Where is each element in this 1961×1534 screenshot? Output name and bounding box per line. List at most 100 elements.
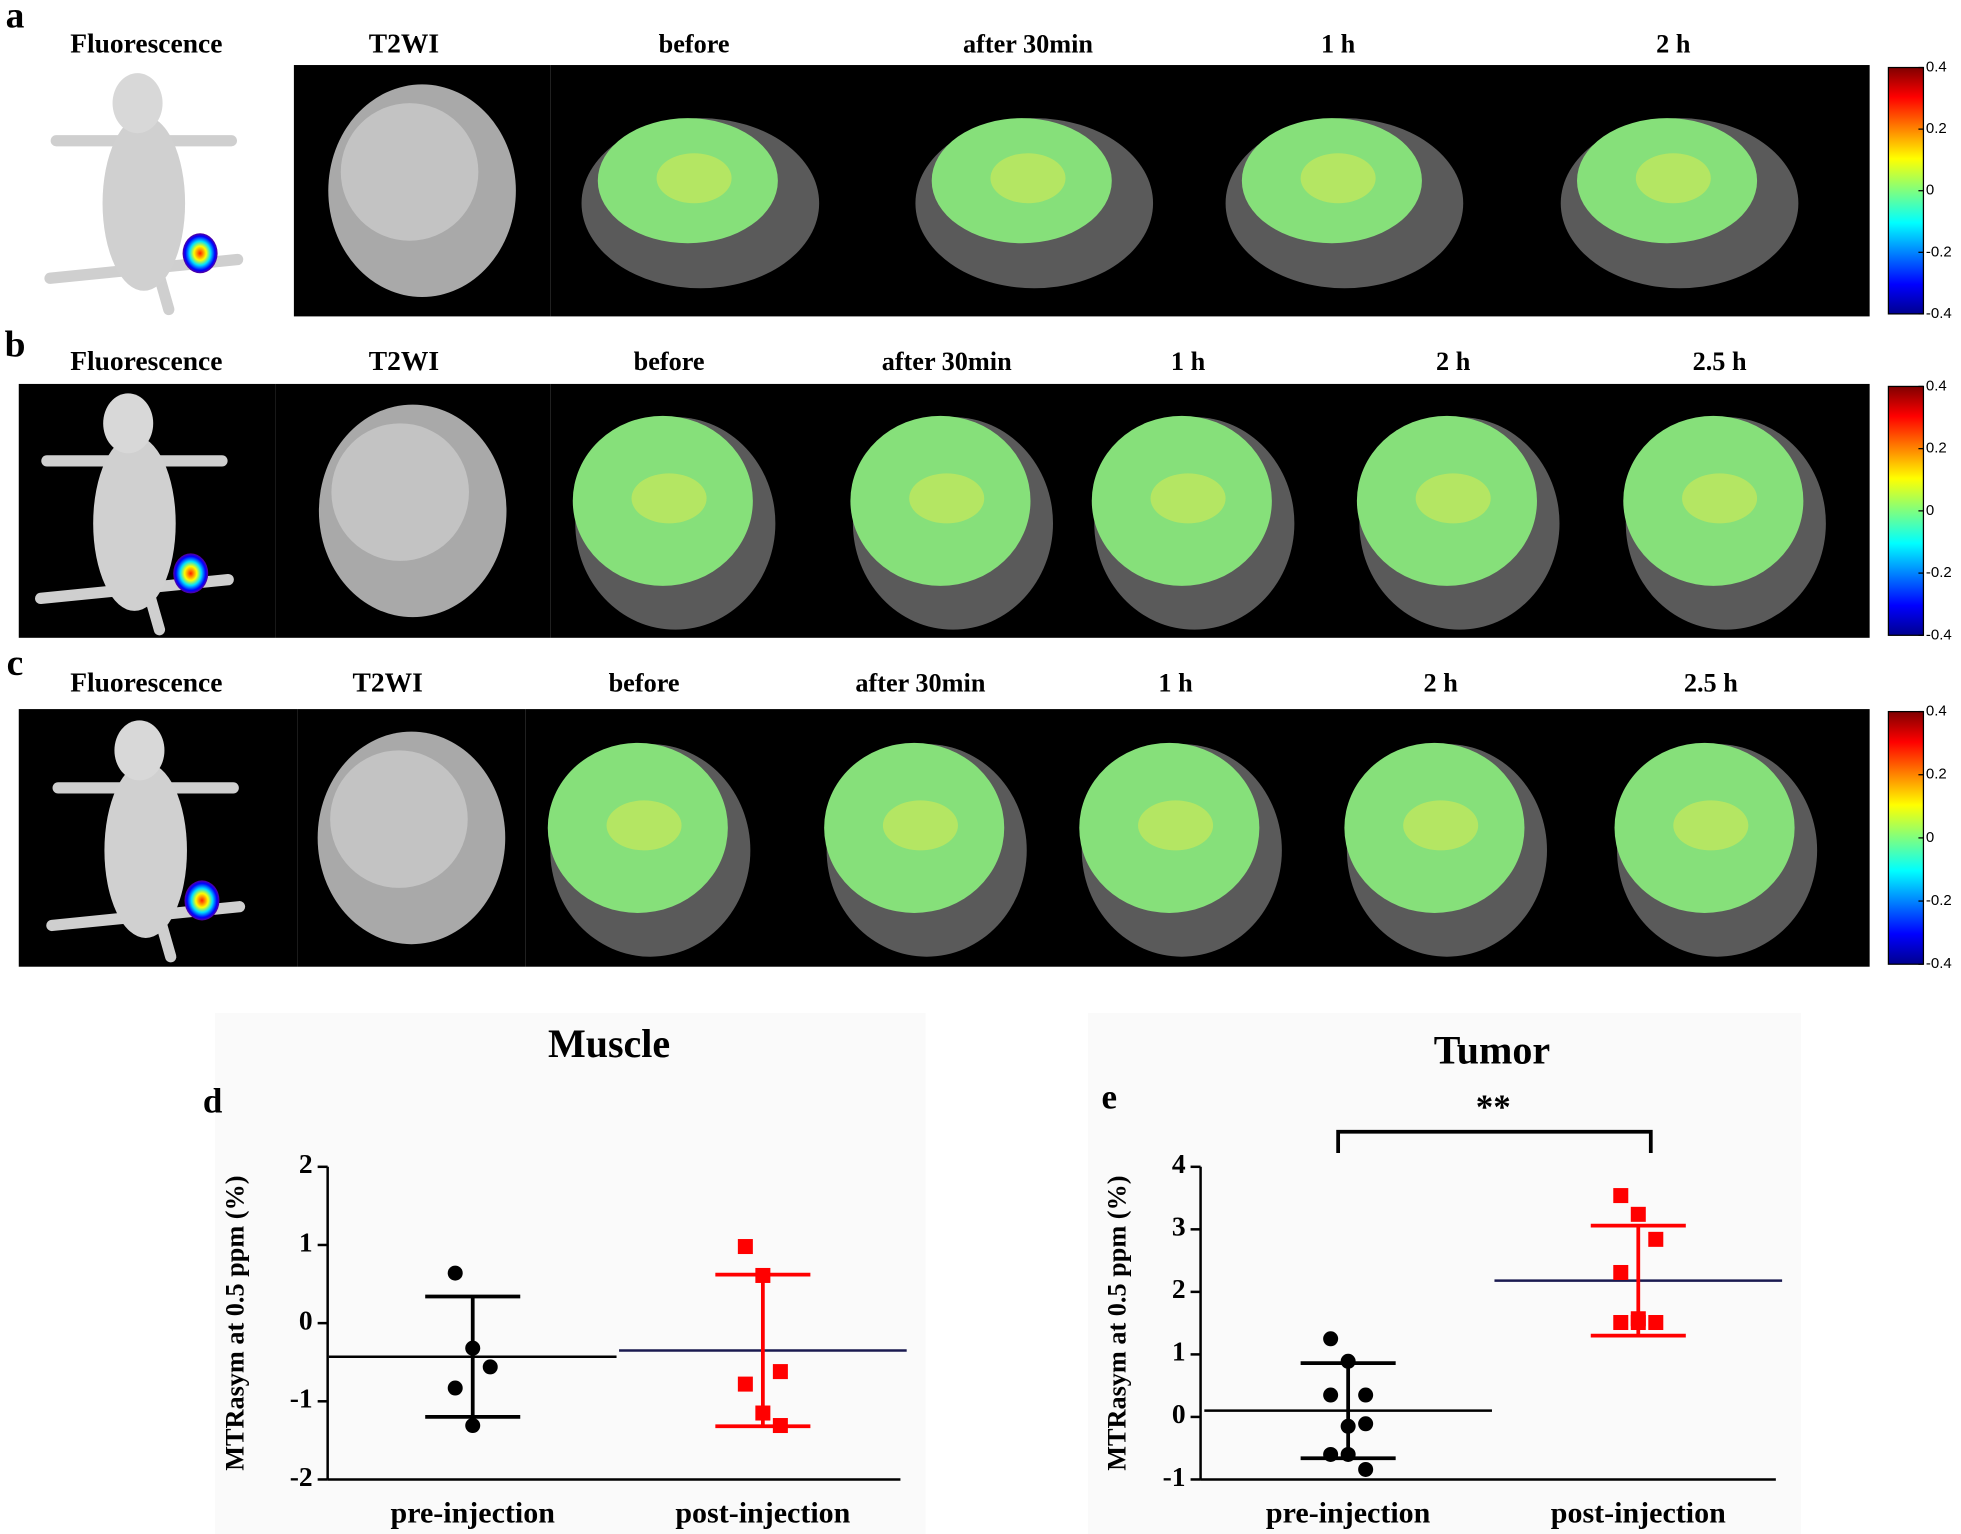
data-point [447,1265,463,1281]
colorbar-tick-label: 0.4 [1926,703,1947,720]
chart-background [1088,1012,1801,1534]
column-header: 2 h [1436,347,1471,376]
data-point [1358,1387,1374,1403]
data-point [1323,1331,1339,1347]
data-point [1323,1387,1339,1403]
mouse-body [93,435,176,611]
colorbar-tick-label: 0 [1926,502,1934,519]
cest-map-patch [631,473,707,524]
data-point [1340,1418,1356,1434]
y-tick-label: 3 [1172,1211,1186,1242]
error-bar [425,1294,521,1419]
colorbar-tick-label: -0.4 [1926,305,1952,322]
panel-label: d [203,1081,223,1120]
data-point [755,1267,771,1283]
data-point [1323,1446,1339,1462]
data-point [1613,1188,1629,1204]
data-point [1340,1353,1356,1369]
significance-bracket [1336,1129,1653,1154]
chart-title: Tumor [1434,1027,1550,1072]
data-point [482,1359,498,1375]
y-tick-label: -1 [1163,1461,1186,1492]
column-header: 2.5 h [1684,668,1738,697]
y-tick-label: -1 [290,1383,313,1414]
fluorescence-spot [182,233,218,274]
data-point [772,1418,788,1434]
y-tick-label: 2 [1172,1273,1186,1304]
x-tick-label: pre-injection [391,1497,556,1530]
column-header: T2WI [369,28,439,59]
colorbar [1887,385,1925,636]
column-header: 2 h [1424,668,1459,697]
y-tick-label: 0 [1172,1398,1186,1429]
y-tick-label: 4 [1172,1148,1186,1179]
column-header: T2WI [353,667,423,698]
data-point [465,1340,481,1356]
fluorescence-spot [173,553,209,594]
data-point [772,1364,788,1380]
y-tick-label: 1 [299,1226,313,1257]
colorbar [1887,66,1925,315]
colorbar-tick-label: 0 [1926,829,1934,846]
column-header: Fluorescence [70,345,222,376]
column-header: 1 h [1158,668,1193,697]
data-point [1340,1446,1356,1462]
data-point [1648,1315,1664,1331]
y-axis-label: MTRasym at 0.5 ppm (%) [221,1175,250,1470]
cest-map-patch [606,800,682,851]
data-point [465,1418,481,1434]
colorbar-tick-label: 0.2 [1926,120,1947,137]
data-point [1358,1416,1374,1432]
y-tick-label: 1 [1172,1336,1186,1367]
column-header: 2 h [1656,29,1691,58]
x-tick-label: pre-injection [1266,1497,1431,1530]
t2wi-highlight [330,750,468,888]
cest-map-patch [1300,153,1376,204]
data-point [755,1405,771,1421]
cest-map-patch [1635,153,1711,204]
column-header: Fluorescence [70,667,222,698]
data-point [1630,1206,1646,1222]
mouse-body [104,762,187,938]
column-header: Fluorescence [70,28,222,59]
colorbar-tick-label: -0.4 [1926,955,1952,972]
cest-map-patch [1682,473,1758,524]
data-point [1648,1231,1664,1247]
column-header: after 30min [963,29,1093,58]
data-point [1358,1461,1374,1477]
mouse-body [102,115,186,291]
y-tick-label: 2 [299,1148,313,1179]
chart-background [215,1012,926,1534]
mouse [46,720,246,963]
cest-map-patch [1138,800,1214,851]
data-point [1613,1264,1629,1280]
x-tick-label: post-injection [1551,1497,1726,1530]
colorbar-tick-label: -0.4 [1926,626,1952,643]
mouse [44,73,244,316]
panel-label: b [5,324,26,365]
t2wi-highlight [340,103,479,241]
figure-content: a Fluorescence T2WI before after 30min 1 h 2 h… [5,0,1952,1534]
cest-map-patch [882,800,958,851]
cest-map-patch [1673,800,1749,851]
chart-title: Muscle [548,1021,670,1066]
y-tick-label: 0 [299,1304,313,1335]
colorbar-tick-label: 0.4 [1926,59,1947,76]
mouse-head [112,73,163,134]
colorbar-tick-label: 0.2 [1926,766,1947,783]
panel-label: e [1102,1078,1118,1117]
mouse-head [103,393,154,454]
mouse [35,393,234,636]
y-axis-label: MTRasym at 0.5 ppm (%) [1102,1175,1131,1470]
significance-label: ** [1476,1088,1511,1127]
cest-map-patch [1403,800,1479,851]
column-header: after 30min [882,347,1012,376]
colorbar-tick-label: 0.2 [1926,440,1947,457]
panel-label: a [6,0,25,36]
colorbar-tick-label: -0.2 [1926,243,1952,260]
colorbar-tick-label: -0.2 [1926,892,1952,909]
cest-map-patch [656,153,732,204]
x-tick-label: post-injection [675,1497,850,1530]
colorbar-tick-label: -0.2 [1926,564,1952,581]
